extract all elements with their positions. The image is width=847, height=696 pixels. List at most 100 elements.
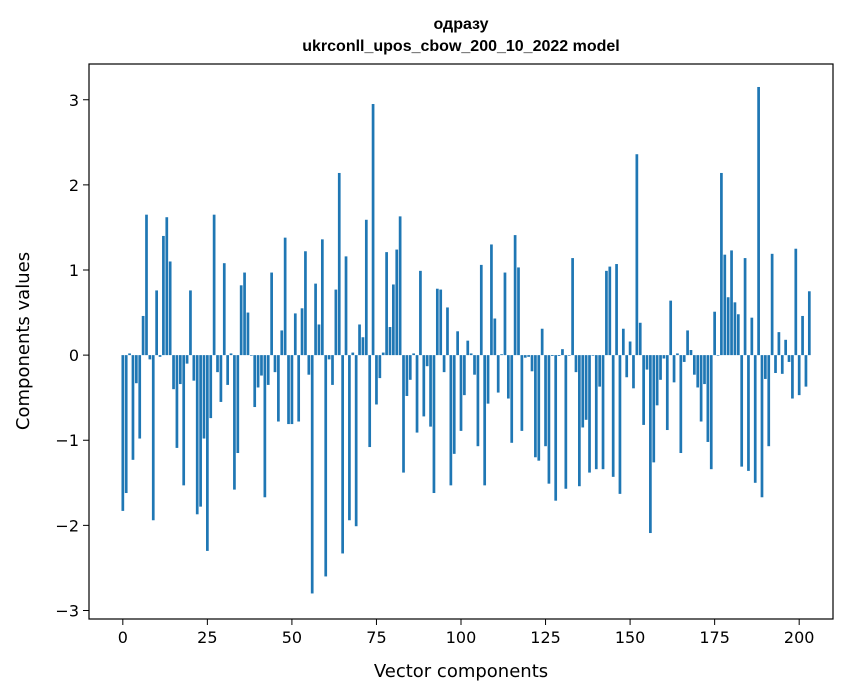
bar	[496, 355, 500, 393]
bar	[392, 284, 395, 356]
bar	[483, 355, 487, 486]
bar	[537, 355, 541, 461]
bar	[598, 355, 602, 387]
bar	[344, 256, 348, 356]
x-axis-ticks: 0 25 50 75 100 125 150 175 200	[118, 619, 814, 647]
bar	[124, 355, 128, 494]
bar	[473, 355, 476, 375]
bar	[530, 355, 534, 372]
bar	[175, 355, 179, 448]
bar	[544, 355, 547, 447]
bar	[222, 263, 226, 356]
bar	[131, 355, 135, 460]
bar	[696, 355, 700, 388]
bar	[713, 311, 716, 356]
bar	[158, 355, 162, 357]
bar	[243, 272, 246, 356]
bar	[503, 272, 507, 356]
bar	[459, 355, 463, 431]
bar	[469, 353, 473, 356]
bar	[716, 355, 720, 356]
bar	[466, 340, 470, 356]
bar	[138, 355, 142, 439]
y-axis-label: Components values	[13, 252, 34, 430]
bar	[720, 172, 723, 356]
bar	[206, 355, 209, 551]
x-tick-label: 175	[699, 628, 730, 647]
bar	[297, 355, 301, 422]
bar	[726, 297, 730, 356]
bar	[801, 315, 804, 356]
bar	[733, 302, 737, 356]
bar	[452, 355, 456, 454]
y-tick-label: −2	[55, 516, 79, 535]
bar	[236, 355, 240, 454]
bar	[439, 289, 443, 356]
bar	[151, 355, 155, 521]
bar	[534, 355, 537, 458]
bar	[456, 331, 459, 356]
y-tick-label: −3	[55, 601, 79, 620]
bar	[162, 235, 165, 356]
bar	[425, 355, 429, 367]
bar	[192, 355, 196, 381]
bar	[402, 355, 405, 473]
bar	[314, 283, 317, 356]
bar	[794, 248, 798, 356]
bar	[141, 315, 145, 356]
y-tick-label: 2	[69, 176, 79, 195]
bar	[550, 355, 554, 356]
x-tick-label: 100	[446, 628, 477, 647]
bar	[618, 355, 622, 494]
bar	[324, 355, 328, 577]
x-tick-label: 125	[530, 628, 561, 647]
bar	[632, 355, 635, 389]
bar	[628, 341, 632, 356]
bar	[649, 355, 652, 534]
bar	[567, 355, 571, 356]
x-tick-label: 50	[282, 628, 302, 647]
bar	[266, 355, 270, 385]
bar	[601, 355, 605, 470]
y-tick-label: 1	[69, 261, 79, 280]
bar	[375, 355, 378, 405]
bar	[310, 355, 314, 594]
x-tick-label: 75	[366, 628, 386, 647]
bar	[723, 254, 727, 356]
bar	[760, 355, 764, 498]
bar	[764, 355, 767, 379]
bar	[506, 355, 510, 399]
bar	[493, 318, 497, 356]
bar	[500, 354, 503, 356]
bar	[476, 355, 480, 447]
bar	[780, 355, 784, 374]
bar	[692, 355, 696, 375]
bar	[527, 355, 530, 357]
bar	[807, 291, 811, 356]
bar	[351, 352, 355, 356]
bar	[331, 355, 334, 385]
bar	[479, 264, 483, 356]
bar	[730, 250, 733, 356]
bar	[256, 355, 260, 388]
bar	[388, 327, 392, 356]
bar	[300, 308, 304, 356]
chart-title-line-1: одразу	[433, 16, 488, 33]
bar	[699, 355, 703, 422]
bar	[385, 252, 388, 356]
bar	[605, 270, 608, 356]
bar	[608, 266, 612, 356]
bar	[293, 313, 297, 356]
bar	[672, 355, 676, 383]
bar	[398, 216, 402, 356]
bar	[253, 355, 257, 408]
bar	[415, 355, 419, 433]
bar	[669, 300, 673, 356]
bar	[578, 355, 581, 487]
bar	[564, 355, 568, 489]
bar	[412, 353, 416, 356]
bar	[770, 253, 774, 356]
bar	[408, 355, 412, 380]
bar	[520, 355, 524, 431]
